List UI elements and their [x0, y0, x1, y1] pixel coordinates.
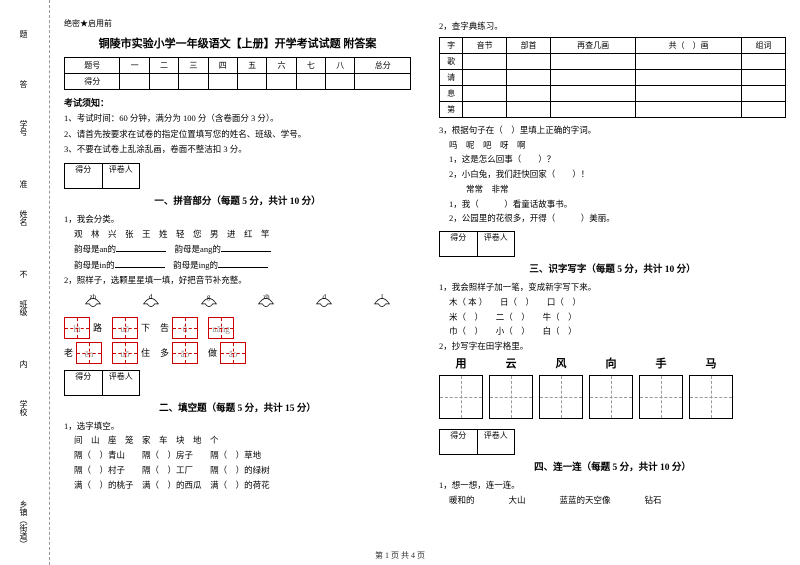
notice-item: 2、请首先按要求在试卷的指定位置填写您的姓名、班级、学号。 [64, 128, 411, 142]
q4-1: 1，想一想，连一连。 [439, 479, 786, 492]
spine-label: 班级 [18, 300, 29, 316]
binding-spine: 乡镇（街道） 学校 内 班级 不 姓名 准 学号 答 题 [0, 0, 50, 565]
confidential-mark: 绝密★启用前 [64, 18, 411, 29]
q3-row: 木（ 本 ） 日（ ） 口（ ） [449, 296, 786, 309]
score-box: 得分 评卷人 [439, 429, 515, 455]
tianzige-grid [439, 375, 786, 419]
tianzi-row-2: 老ēn uō住 多ǎo 做ǎo [64, 342, 411, 364]
notice-head: 考试须知： [64, 96, 411, 109]
spine-label: 题 [18, 30, 29, 38]
score-summary-table: 题号 一 二 三 四 五 六 七 八 总分 得分 [64, 57, 411, 90]
tianzi-cell [589, 375, 633, 419]
q3-2: 2，抄写字在田字格里。 [439, 340, 786, 353]
spine-label: 学校 [18, 400, 29, 416]
q1-chars: 观 林 兴 张 王 姓 轻 您 男 进 红 竿 [74, 228, 411, 241]
fill-row: 隔（ ）青山 隔（ ）房子 隔（ ）草地 [74, 449, 411, 462]
tianzi-cell [639, 375, 683, 419]
q3-row: 米（ ） 二（ ） 牛（ ） [449, 311, 786, 324]
score-box: 得分 评卷人 [439, 231, 515, 257]
tianzi-cell [489, 375, 533, 419]
th: 题号 [65, 58, 120, 74]
q3-row: 巾（ ） 小（ ） 白（ ） [449, 325, 786, 338]
q3-1: 1，我会照样子加一笔，变成新字写下来。 [439, 281, 786, 294]
page-footer: 第 1 页 共 4 页 [0, 550, 800, 561]
spine-label: 姓名 [18, 210, 29, 226]
dict-table: 字 音节 部首 再查几画 共（ ）画 组词 歌 请 息 第 [439, 37, 786, 118]
tianzi-cell [689, 375, 733, 419]
left-column: 绝密★启用前 铜陵市实验小学一年级语文【上册】开学考试试题 附答案 题号 一 二… [50, 0, 425, 565]
q2-3-chars: 吗 呢 吧 呀 啊 [449, 139, 786, 152]
spine-label: 内 [18, 360, 29, 368]
spine-label: 不 [18, 270, 29, 278]
tianzi-cell [439, 375, 483, 419]
q2-3-line: 2，小白兔，我们赶快回家（ ）！ [449, 168, 786, 181]
notice-item: 3、不要在试卷上乱涂乱画，卷面不整洁扣 3 分。 [64, 143, 411, 157]
part3-title: 三、识字写字（每题 5 分，共计 10 分） [439, 261, 786, 275]
exam-title: 铜陵市实验小学一年级语文【上册】开学考试试题 附答案 [64, 35, 411, 51]
q2-3: 3，根据句子在（ ）里填上正确的字词。 [439, 124, 786, 137]
q1-line: 韵母是an的 韵母是ang的 [74, 242, 411, 256]
fill-chars: 间 山 座 笼 家 车 块 地 个 [74, 434, 411, 447]
tianzi-row-1: lù路 uō下 告ù uāng [64, 317, 411, 339]
fill-row: 隔（ ）村子 隔（ ）工厂 隔（ ）的绿树 [74, 464, 411, 477]
score-box: 得分 评卷人 [64, 163, 140, 189]
spine-label: 准 [18, 180, 29, 188]
q1-1: 1，我会分类。 [64, 213, 411, 226]
q4-line: 暖和的 大山 蓝蓝的天空像 钻石 [449, 494, 786, 507]
spine-label: 答 [18, 80, 29, 88]
spine-label: 乡镇（街道） [18, 500, 29, 548]
q2-1: 1，选字填空。 [64, 420, 411, 433]
q2-3-line: 2，公园里的花很多，开得（ ）美丽。 [449, 212, 786, 225]
q1-2: 2，照样子，选颗星星填一填，好把音节补充整。 [64, 274, 411, 287]
q2-3-line: 1，我（ ）看童话故事书。 [449, 198, 786, 211]
q1-line: 韵母是in的 韵母是ing的 [74, 258, 411, 272]
tianzi-cell [539, 375, 583, 419]
spine-label: 学号 [18, 120, 29, 136]
part4-title: 四、连一连（每题 5 分，共计 10 分） [439, 459, 786, 473]
q2-2: 2，查字典练习。 [439, 20, 786, 33]
part1-title: 一、拼音部分（每题 5 分，共计 10 分） [64, 193, 411, 207]
grader-label: 评卷人 [103, 164, 140, 188]
right-column: 2，查字典练习。 字 音节 部首 再查几画 共（ ）画 组词 歌 请 息 第 3… [425, 0, 800, 565]
part2-title: 二、填空题（每题 5 分，共计 15 分） [64, 400, 411, 414]
q2-3-line: 1，这是怎么回事（ ）？ [449, 153, 786, 166]
fill-row: 满（ ）的桃子 满（ ）的西瓜 满（ ）的荷花 [74, 479, 411, 492]
score-box: 得分 评卷人 [64, 370, 140, 396]
q2-3-line: 常常 非常 [449, 183, 786, 196]
bird-row: zh d g zh d l [64, 291, 411, 313]
grid-char-header: 用云风 向手马 [439, 355, 786, 371]
notice-item: 1、考试时间：60 分钟，满分为 100 分（含卷面分 3 分）。 [64, 112, 411, 126]
score-label: 得分 [65, 164, 103, 188]
